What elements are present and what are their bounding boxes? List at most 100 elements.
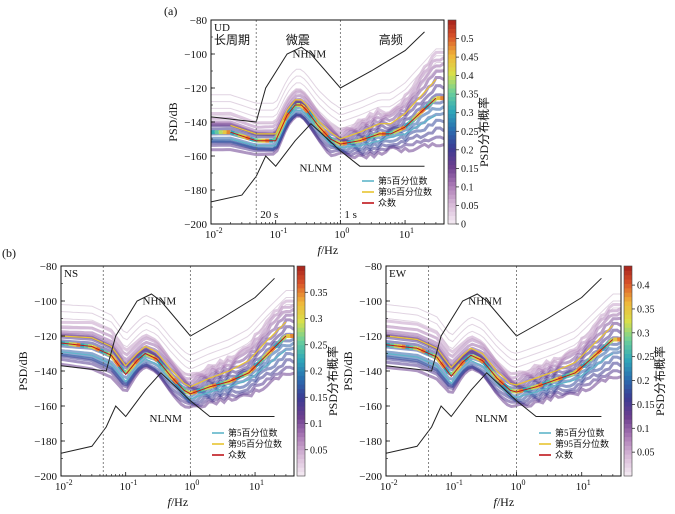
- y-tick-label: −200: [184, 219, 207, 231]
- mode-line: [230, 97, 437, 145]
- legend-entry: 第95百分位数: [378, 186, 432, 197]
- psd-cloud-line: [211, 50, 444, 132]
- colorbar-segment: [448, 122, 456, 127]
- colorbar-tick-label: 0.25: [461, 127, 479, 138]
- colorbar-segment: [297, 270, 305, 276]
- x-tick-label: 101: [399, 226, 414, 241]
- colorbar-segment: [297, 274, 305, 280]
- colorbar-segment: [448, 54, 456, 59]
- psd-cloud-line: [211, 114, 444, 160]
- colorbar-segment: [448, 190, 456, 195]
- p95-line: [386, 325, 614, 386]
- colorbar-segment: [624, 266, 632, 271]
- colorbar-segment: [624, 292, 632, 298]
- charts-layer: 20 s 1 s NHNM NLNM 长周期 微震 高频 UD −80 −100 −120 −140 −…: [16, 15, 667, 509]
- psd-outlier-line: [211, 48, 444, 109]
- colorbar-segment: [297, 458, 305, 464]
- x-tick-exp: -2: [216, 226, 223, 235]
- colorbar-segment: [448, 37, 456, 42]
- component-label: NS: [64, 268, 78, 280]
- x-tick-base: 10: [184, 481, 196, 493]
- psd-cloud-line: [61, 357, 294, 407]
- colorbar-segment: [624, 401, 632, 407]
- colorbar-segment: [297, 266, 305, 271]
- psd-outlier-line: [386, 307, 621, 368]
- y-tick-label: −120: [359, 331, 382, 343]
- chart-ns: NHNMNLNMNS−80−100−120−140−160−180−20010-…: [16, 261, 340, 509]
- colorbar-segment: [624, 392, 632, 398]
- colorbar-frame: [447, 19, 457, 225]
- colorbar-segment: [297, 441, 305, 446]
- colorbar-segment: [297, 331, 305, 337]
- y-tick-label: −80: [365, 261, 383, 273]
- colorbar-segment: [624, 279, 632, 284]
- colorbar-tick-label: 0.4: [637, 281, 650, 292]
- x-tick-base: 10: [576, 481, 588, 493]
- colorbar-segment: [448, 32, 456, 38]
- colorbar-segment: [297, 362, 305, 368]
- x-tick-label: 101: [576, 478, 591, 493]
- x-tick-base: 10: [120, 481, 132, 493]
- y-tick-label: −180: [184, 185, 207, 197]
- p95-line: [61, 321, 287, 388]
- colorbar-tick-label: 0.4: [461, 71, 474, 82]
- x-axis-title-f: f: [168, 495, 173, 509]
- nhnm-label: NHNM: [468, 296, 502, 308]
- colorbar-segment: [448, 117, 456, 123]
- y-tick-label: −180: [34, 436, 57, 448]
- colorbar-segment: [297, 462, 305, 468]
- colorbar-segment: [297, 366, 305, 372]
- psd-outlier-line: [386, 300, 621, 361]
- x-tick-label: 100: [184, 478, 199, 493]
- colorbar-tick-label: 0.3: [461, 108, 474, 119]
- colorbar-tick-label: 0.1: [310, 419, 323, 430]
- colorbar-segment: [448, 66, 456, 72]
- colorbar-segment: [624, 362, 632, 368]
- colorbar-segment: [297, 349, 305, 354]
- colorbar-segment: [624, 366, 632, 372]
- colorbar-segment: [624, 449, 632, 455]
- nlnm-label: NLNM: [300, 162, 333, 174]
- colorbar-segment: [297, 322, 305, 328]
- nhnm-label: NHNM: [143, 296, 177, 308]
- colorbar-segment: [624, 270, 632, 276]
- colorbar-segment: [297, 406, 305, 411]
- colorbar-segment: [624, 357, 632, 363]
- colorbar-segment: [624, 379, 632, 385]
- colorbar-segment: [624, 432, 632, 438]
- y-tick-label: −200: [359, 471, 382, 483]
- psd-outlier-line: [61, 290, 294, 356]
- colorbar-segment: [297, 397, 305, 403]
- colorbar-segment: [297, 283, 305, 289]
- colorbar-segment: [624, 384, 632, 389]
- colorbar-tick-label: 0.2: [461, 145, 474, 156]
- x-tick-label: 10-2: [205, 226, 223, 241]
- x-tick-label: 10-2: [55, 478, 73, 493]
- psd-outlier-line: [61, 311, 294, 377]
- colorbar-tick-label: 0.05: [310, 445, 328, 456]
- colorbar-tick-label: 0.35: [637, 304, 655, 315]
- x-axis-title: f/Hz: [494, 495, 515, 509]
- legend-entry: 众数: [555, 449, 573, 460]
- colorbar-segment: [448, 62, 456, 68]
- x-axis-title: f/Hz: [168, 495, 189, 509]
- x-axis-title-rest: /Hz: [497, 495, 514, 509]
- y-axis-title: PSD/dB: [166, 102, 180, 141]
- colorbar-segment: [448, 202, 456, 208]
- colorbar: 0.05 0.1 0.15 0.2 0.25 0.3 0.35 PSD分布概率: [296, 265, 340, 477]
- y-tick-label: −180: [359, 436, 382, 448]
- x-tick-exp: -1: [281, 226, 288, 235]
- colorbar-segment: [624, 301, 632, 306]
- colorbar-tick-label: 0.2: [310, 367, 323, 378]
- p5-line: [61, 349, 287, 400]
- colorbar-segment: [448, 211, 456, 216]
- colorbar-segment: [297, 454, 305, 459]
- colorbar-segment: [297, 371, 305, 376]
- colorbar-segment: [448, 92, 456, 97]
- x-tick-label: 100: [334, 226, 349, 241]
- colorbar-segment: [448, 177, 456, 182]
- band-label-high-freq: 高频: [379, 32, 403, 47]
- y-tick-label: −160: [34, 401, 57, 413]
- nlnm-line: [211, 122, 425, 203]
- x-tick-exp: -1: [456, 478, 463, 487]
